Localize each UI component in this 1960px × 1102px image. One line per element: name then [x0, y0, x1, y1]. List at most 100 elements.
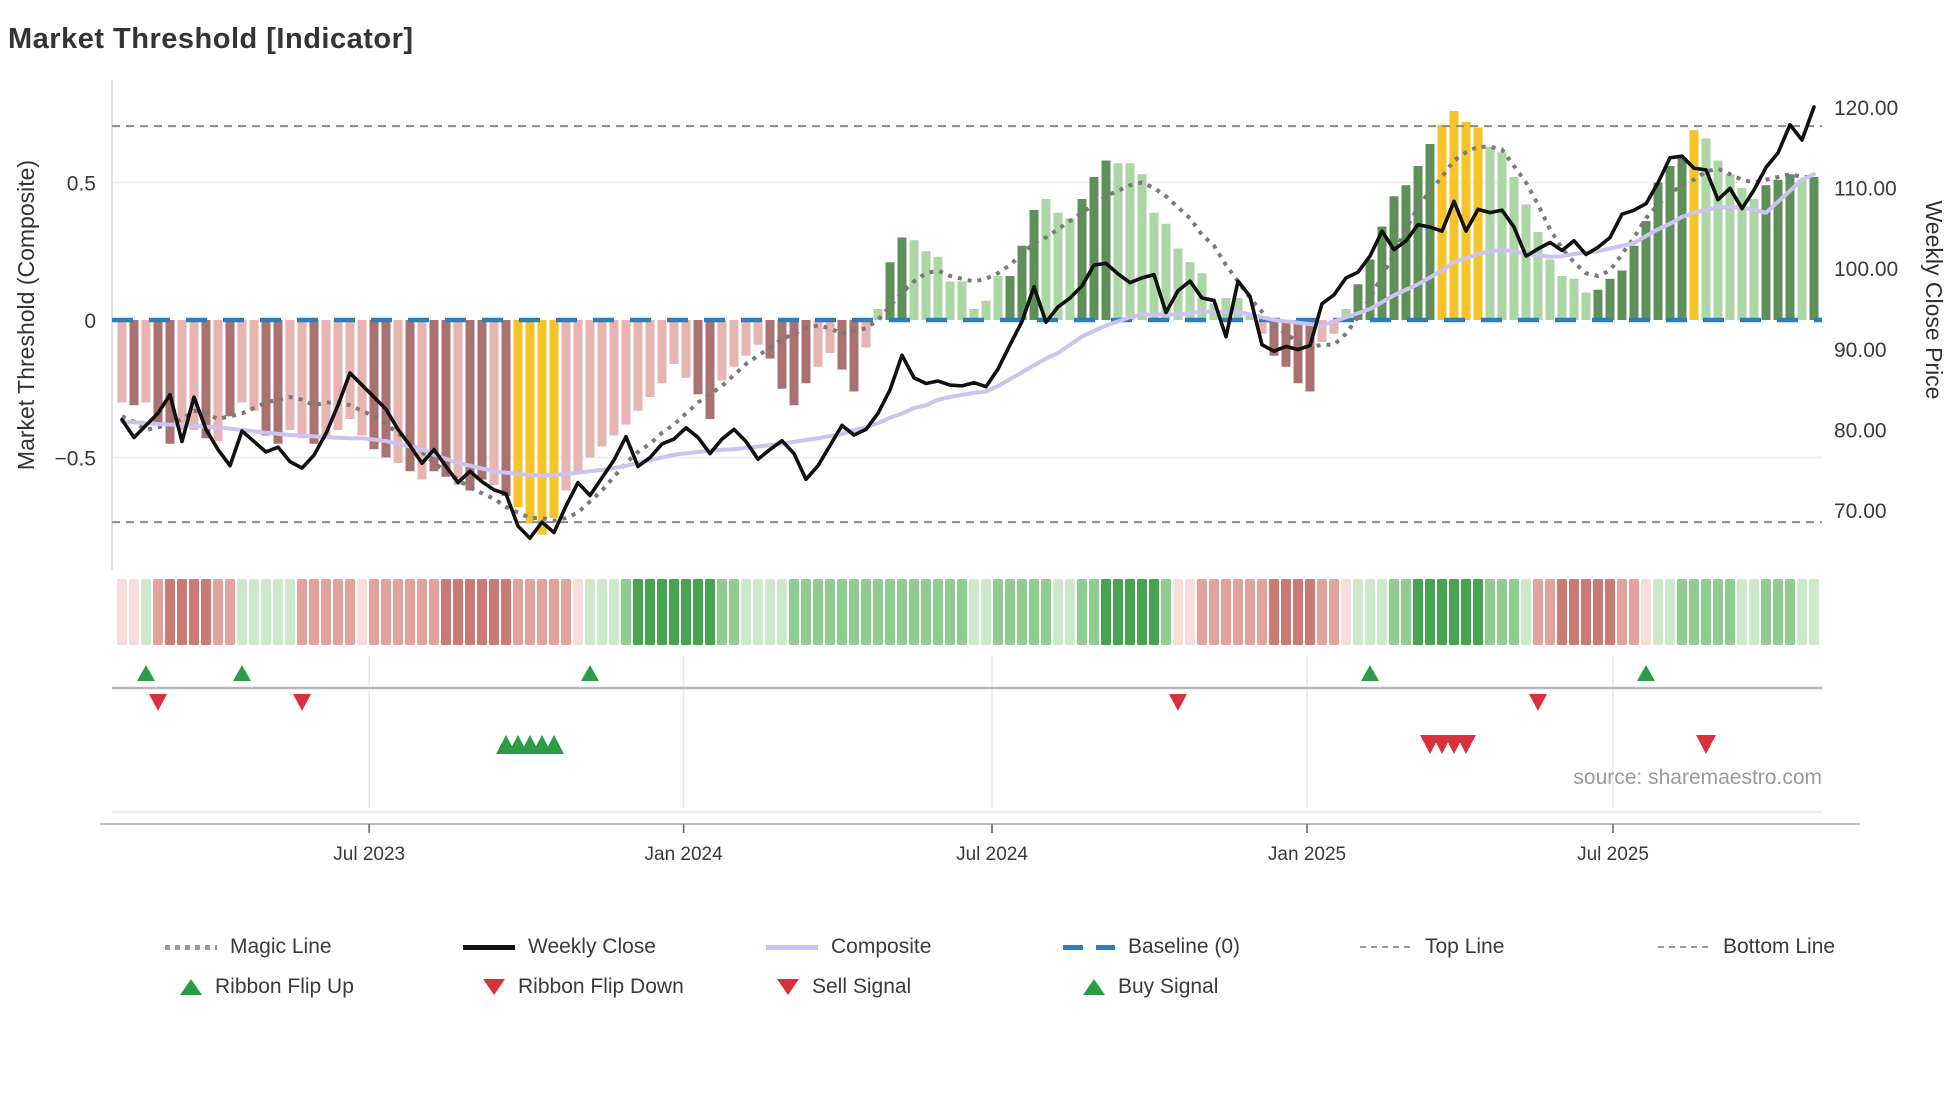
- ribbon-cell: [1149, 579, 1159, 645]
- ribbon-cell: [1401, 579, 1411, 645]
- ribbon-cell: [201, 579, 211, 645]
- ribbon-cell: [405, 579, 415, 645]
- top-line-swatch-icon: [1360, 946, 1412, 948]
- composite-bar: [1233, 298, 1243, 320]
- ribbon-cell: [705, 579, 715, 645]
- composite-bar: [837, 320, 847, 370]
- ribbon-cell: [657, 579, 667, 645]
- composite-bar: [861, 320, 871, 348]
- legend-item-weekly-close: Weekly Close: [463, 932, 656, 962]
- buy-signal-marker: [544, 735, 564, 754]
- baseline-swatch-icon: [1063, 944, 1115, 950]
- composite-bar: [249, 320, 259, 411]
- ribbon-cell: [693, 579, 703, 645]
- composite-bar: [897, 237, 907, 320]
- composite-bar: [321, 320, 331, 439]
- composite-bar: [981, 300, 991, 320]
- ribbon-cell: [1257, 579, 1267, 645]
- composite-bar: [1665, 166, 1675, 320]
- composite-bar: [813, 320, 823, 367]
- composite-bar: [1401, 185, 1411, 320]
- composite-bar: [609, 320, 619, 436]
- ribbon-cell: [237, 579, 247, 645]
- ribbon-cell: [1245, 579, 1255, 645]
- ribbon-cell: [1425, 579, 1435, 645]
- composite-bar: [1569, 278, 1579, 320]
- ribbon-cell: [1485, 579, 1495, 645]
- ribbon-cell: [453, 579, 463, 645]
- composite-bar: [189, 320, 199, 430]
- composite-bar: [1089, 177, 1099, 320]
- legend-item-composite: Composite: [766, 932, 931, 962]
- ribbon-cell: [1557, 579, 1567, 645]
- right-tick-label: 90.00: [1834, 339, 1887, 362]
- composite-bar: [1353, 284, 1363, 320]
- ribbon-cell: [1389, 579, 1399, 645]
- ribbon-cell: [1005, 579, 1015, 645]
- composite-bar: [1653, 182, 1663, 320]
- composite-bar: [297, 320, 307, 439]
- ribbon-cell: [1437, 579, 1447, 645]
- ribbon-cell: [1161, 579, 1171, 645]
- ribbon-cell: [621, 579, 631, 645]
- ribbon-cell: [261, 579, 271, 645]
- composite-bar: [1485, 146, 1495, 320]
- composite-bar: [1605, 278, 1615, 320]
- ribbon-cell: [1041, 579, 1051, 645]
- legend-label: Ribbon Flip Up: [215, 975, 354, 998]
- ribbon-cell: [1701, 579, 1711, 645]
- composite-line: [120, 172, 1816, 478]
- weekly-close-swatch-icon: [463, 944, 515, 950]
- ribbon-cell: [213, 579, 223, 645]
- legend-label: Top Line: [1425, 935, 1505, 958]
- ribbon-cell: [1113, 579, 1123, 645]
- composite-bar: [213, 320, 223, 441]
- ribbon-cell: [573, 579, 583, 645]
- weekly-close-line: [120, 105, 1816, 541]
- ribbon-cell: [225, 579, 235, 645]
- sell-signal-marker: [1696, 735, 1716, 754]
- ribbon-cell: [1533, 579, 1543, 645]
- legend-item-top-line: Top Line: [1360, 932, 1504, 962]
- ribbon-cell: [321, 579, 331, 645]
- magic-line: [121, 144, 1814, 523]
- composite-bar: [357, 320, 367, 436]
- right-tick-label: 80.00: [1834, 419, 1887, 442]
- composite-bar: [477, 320, 487, 480]
- ribbon-cell: [429, 579, 439, 645]
- composite-bar: [1077, 199, 1087, 320]
- legend-item-sell-signal: Sell Signal: [777, 972, 911, 1002]
- ribbon-flip-down-marker: [149, 694, 167, 711]
- composite-bar: [573, 320, 583, 472]
- composite-bar: [273, 320, 283, 444]
- composite-bar: [1341, 309, 1351, 320]
- ribbon-cell: [1449, 579, 1459, 645]
- ribbon-cell: [1365, 579, 1375, 645]
- chart-title: Market Threshold [Indicator]: [8, 23, 414, 56]
- ribbon-cell: [141, 579, 151, 645]
- ribbon-cell: [1473, 579, 1483, 645]
- ribbon-cell: [681, 579, 691, 645]
- ribbon-cell: [153, 579, 163, 645]
- composite-bar: [1689, 130, 1699, 320]
- ribbon-flip-up-marker: [581, 665, 599, 681]
- ribbon-flip-up-marker: [1361, 665, 1379, 681]
- ribbon-cell: [789, 579, 799, 645]
- ribbon-cell: [297, 579, 307, 645]
- ribbon-cell: [1641, 579, 1651, 645]
- composite-bar: [1533, 232, 1543, 320]
- composite-bar: [165, 320, 175, 444]
- composite-bar: [1773, 179, 1783, 320]
- composite-bar: [1461, 122, 1471, 320]
- composite-bar: [1113, 163, 1123, 320]
- ribbon-cell: [861, 579, 871, 645]
- composite-bar: [1305, 320, 1315, 392]
- composite-bar: [717, 320, 727, 381]
- composite-bar: [849, 320, 859, 392]
- composite-bar: [177, 320, 187, 430]
- ribbon-cell: [1593, 579, 1603, 645]
- ribbon-cell: [525, 579, 535, 645]
- right-tick-label: 100.00: [1834, 258, 1898, 281]
- composite-bar: [1125, 163, 1135, 320]
- ribbon-cell: [765, 579, 775, 645]
